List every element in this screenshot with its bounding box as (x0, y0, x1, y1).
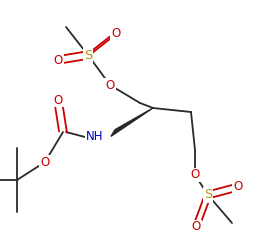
Text: O: O (105, 78, 115, 91)
Text: O: O (233, 181, 243, 193)
Polygon shape (111, 108, 153, 136)
Text: NH: NH (86, 130, 104, 143)
Text: O: O (191, 221, 201, 234)
Text: O: O (53, 94, 63, 107)
Text: S: S (84, 49, 92, 62)
Text: O: O (40, 155, 50, 169)
Text: O: O (53, 54, 63, 66)
Text: S: S (204, 188, 212, 201)
Text: O: O (111, 26, 120, 40)
Text: O: O (190, 169, 200, 182)
